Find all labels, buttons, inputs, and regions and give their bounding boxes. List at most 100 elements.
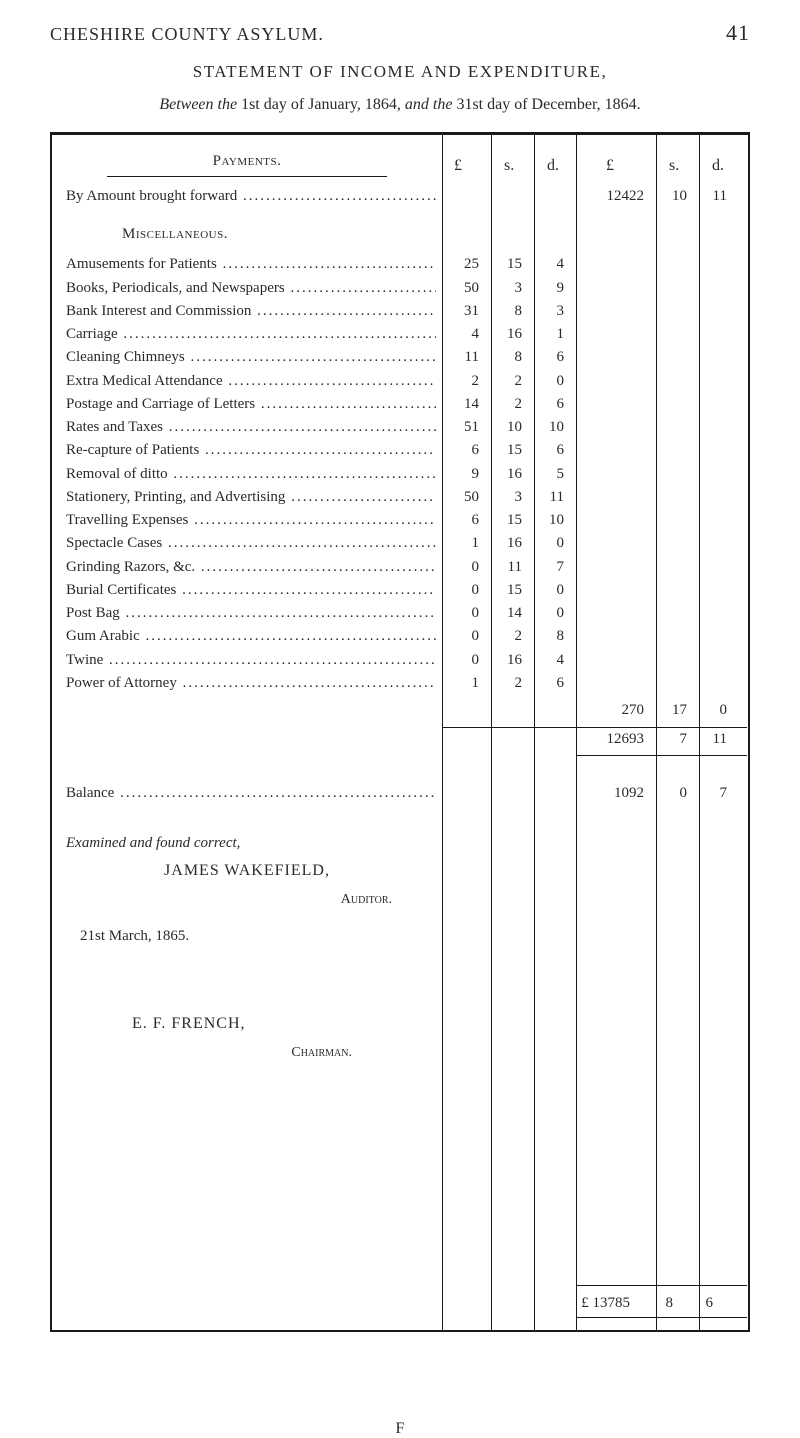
between-1st: 1st day of January, — [241, 96, 361, 113]
col-d-1: d. — [547, 157, 559, 175]
date-range-line: Between the 1st day of January, 1864, an… — [50, 96, 750, 114]
ledger-row: Rates and Taxes511010 — [52, 416, 748, 439]
item-L: 4 — [436, 323, 485, 346]
item-L: 1 — [436, 672, 485, 695]
ledger-row: Books, Periodicals, and Newspapers5039 — [52, 277, 748, 300]
subtotal-rule-right — [577, 727, 747, 728]
signature-mark: F — [396, 1420, 405, 1438]
ledger-row: Extra Medical Attendance220 — [52, 370, 748, 393]
running-rule — [577, 755, 747, 756]
between-prefix: Between the — [159, 96, 241, 113]
item-L: 0 — [436, 602, 485, 625]
ledger-row: Grinding Razors, &c.0117 — [52, 556, 748, 579]
cell — [514, 1295, 556, 1312]
item-label: Grinding Razors, &c. — [66, 556, 436, 579]
column-rule — [491, 135, 492, 1330]
item-L: 14 — [436, 393, 485, 416]
grand-d: 6 — [679, 1295, 719, 1312]
item-label: Extra Medical Attendance — [66, 370, 436, 393]
ledger-row: Stationery, Printing, and Advertising503… — [52, 486, 748, 509]
grand-rule-bot — [577, 1317, 747, 1318]
run-L: 12693 — [570, 728, 650, 751]
ledger-row: Power of Attorney126 — [52, 672, 748, 695]
header-rule — [107, 176, 387, 177]
ledger-row: Gum Arabic028 — [52, 625, 748, 648]
column-rule — [656, 135, 657, 1330]
item-label: Carriage — [66, 323, 436, 346]
item-L: 0 — [436, 579, 485, 602]
auditor-name: JAMES WAKEFIELD, — [52, 856, 442, 886]
ledger-row: Cleaning Chimneys1186 — [52, 346, 748, 369]
item-L: 1 — [436, 532, 485, 555]
ledger-row: Twine0164 — [52, 649, 748, 672]
item-L: 50 — [436, 486, 485, 509]
column-rule — [534, 135, 535, 1330]
col-s-1: s. — [504, 157, 514, 175]
col-s-2: s. — [669, 157, 679, 175]
page-number: 41 — [726, 20, 750, 46]
bal-L: 1092 — [570, 782, 650, 805]
column-rule — [442, 135, 443, 1330]
item-label: Gum Arabic — [66, 625, 436, 648]
item-label: Bank Interest and Commission — [66, 300, 436, 323]
item-L: 0 — [436, 649, 485, 672]
item-label: Rates and Taxes — [66, 416, 436, 439]
chairman-name: E. F. FRENCH, — [52, 1009, 442, 1039]
item-L: 9 — [436, 463, 485, 486]
ledger-row: Removal of ditto9165 — [52, 463, 748, 486]
between-year1: 1864, — [361, 96, 405, 113]
item-L: 51 — [436, 416, 485, 439]
column-rule — [576, 135, 577, 1330]
running-head: CHESHIRE COUNTY ASYLUM. — [50, 24, 324, 45]
subtotal-row: 270 17 0 — [52, 699, 748, 722]
item-label: Cleaning Chimneys — [66, 346, 436, 369]
payments-header: Payments. — [52, 135, 442, 176]
grand-rule-top — [577, 1285, 747, 1286]
item-L: 6 — [436, 509, 485, 532]
column-rule — [699, 135, 700, 1330]
statement-title: STATEMENT OF INCOME AND EXPENDITURE, — [50, 62, 750, 82]
item-label: Books, Periodicals, and Newspapers — [66, 277, 436, 300]
auditor-role: Auditor. — [52, 886, 392, 914]
item-label: Post Bag — [66, 602, 436, 625]
audit-date: 21st March, 1865. — [52, 914, 748, 949]
grand-s: 8 — [636, 1295, 679, 1312]
bf-label: By Amount brought forward — [66, 185, 436, 208]
ledger-box: Payments. £ s. d. £ s. d. By Amount brou… — [50, 132, 750, 1332]
sub-L: 270 — [570, 699, 650, 722]
between-year2: 1864. — [601, 96, 641, 113]
between-31st: 31st day of December, — [456, 96, 600, 113]
empty — [52, 1295, 422, 1312]
cell — [471, 1295, 514, 1312]
ledger-row: Postage and Carriage of Letters1426 — [52, 393, 748, 416]
item-label: Amusements for Patients — [66, 253, 436, 276]
item-L: 50 — [436, 277, 485, 300]
item-label: Stationery, Printing, and Advertising — [66, 486, 436, 509]
item-label: Travelling Expenses — [66, 509, 436, 532]
item-L: 0 — [436, 556, 485, 579]
item-L: 25 — [436, 253, 485, 276]
misc-header: Miscellaneous. — [52, 208, 748, 253]
ledger-row: Travelling Expenses61510 — [52, 509, 748, 532]
between-and: and the — [405, 96, 457, 113]
item-L: 11 — [436, 346, 485, 369]
examined-line: Examined and found correct, — [52, 805, 748, 856]
cell — [422, 1295, 471, 1312]
item-L: 31 — [436, 300, 485, 323]
ledger-row: Amusements for Patients25154 — [52, 253, 748, 276]
item-label: Postage and Carriage of Letters — [66, 393, 436, 416]
item-label: Re-capture of Patients — [66, 439, 436, 462]
item-label: Removal of ditto — [66, 463, 436, 486]
ledger-row: Spectacle Cases1160 — [52, 532, 748, 555]
col-pound-1: £ — [454, 157, 462, 175]
grand-L: £ 13785 — [556, 1295, 636, 1312]
item-L: 0 — [436, 625, 485, 648]
ledger-row: Bank Interest and Commission3183 — [52, 300, 748, 323]
col-pound-2: £ — [606, 157, 614, 175]
item-label: Power of Attorney — [66, 672, 436, 695]
balance-row: Balance 1092 0 7 — [52, 782, 748, 805]
ledger-row: Post Bag0140 — [52, 602, 748, 625]
item-L: 6 — [436, 439, 485, 462]
item-label: Twine — [66, 649, 436, 672]
ledger-row: Carriage4161 — [52, 323, 748, 346]
